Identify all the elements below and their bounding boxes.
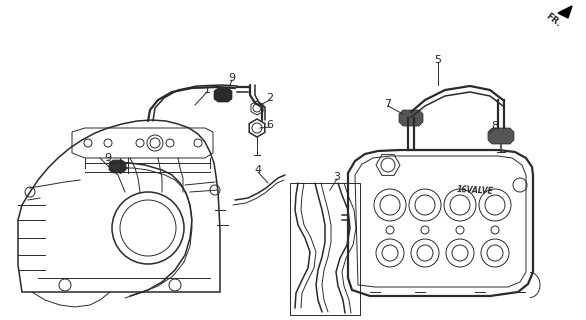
- Text: 4: 4: [254, 165, 261, 175]
- Text: 2: 2: [267, 93, 274, 103]
- Text: 3: 3: [333, 172, 340, 182]
- Polygon shape: [109, 160, 126, 173]
- Polygon shape: [558, 6, 572, 18]
- Text: FR.: FR.: [544, 12, 563, 28]
- Text: 9: 9: [104, 153, 111, 163]
- Text: 9: 9: [229, 73, 236, 83]
- Text: 5: 5: [434, 55, 441, 65]
- Text: 16VALVE: 16VALVE: [456, 185, 493, 196]
- Text: 8: 8: [492, 121, 499, 131]
- Text: 1: 1: [203, 85, 210, 95]
- Polygon shape: [214, 88, 232, 102]
- Text: 6: 6: [267, 120, 274, 130]
- Text: 7: 7: [384, 99, 391, 109]
- Polygon shape: [399, 110, 423, 126]
- Polygon shape: [488, 128, 514, 144]
